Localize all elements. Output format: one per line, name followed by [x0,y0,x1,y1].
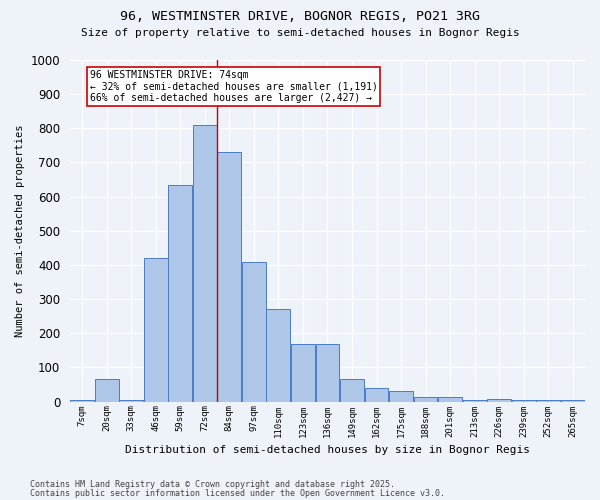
Bar [70,400,94,402]
Bar [144,258,167,402]
Bar [413,396,437,402]
Bar [95,380,119,402]
Bar [389,392,413,402]
Bar [242,262,266,402]
Bar [340,380,364,402]
Bar [217,152,241,402]
X-axis label: Distribution of semi-detached houses by size in Bognor Regis: Distribution of semi-detached houses by … [125,445,530,455]
Bar [193,125,217,402]
Text: 96 WESTMINSTER DRIVE: 74sqm
← 32% of semi-detached houses are smaller (1,191)
66: 96 WESTMINSTER DRIVE: 74sqm ← 32% of sem… [89,70,377,103]
Text: 96, WESTMINSTER DRIVE, BOGNOR REGIS, PO21 3RG: 96, WESTMINSTER DRIVE, BOGNOR REGIS, PO2… [120,10,480,23]
Bar [561,400,584,402]
Bar [266,310,290,402]
Text: Contains public sector information licensed under the Open Government Licence v3: Contains public sector information licen… [30,489,445,498]
Bar [438,396,462,402]
Bar [536,400,560,402]
Bar [316,344,340,402]
Bar [169,184,192,402]
Bar [463,400,487,402]
Y-axis label: Number of semi-detached properties: Number of semi-detached properties [15,124,25,337]
Bar [512,400,536,402]
Bar [119,400,143,402]
Text: Size of property relative to semi-detached houses in Bognor Regis: Size of property relative to semi-detach… [80,28,520,38]
Text: Contains HM Land Registry data © Crown copyright and database right 2025.: Contains HM Land Registry data © Crown c… [30,480,395,489]
Bar [365,388,388,402]
Bar [487,399,511,402]
Bar [291,344,315,402]
